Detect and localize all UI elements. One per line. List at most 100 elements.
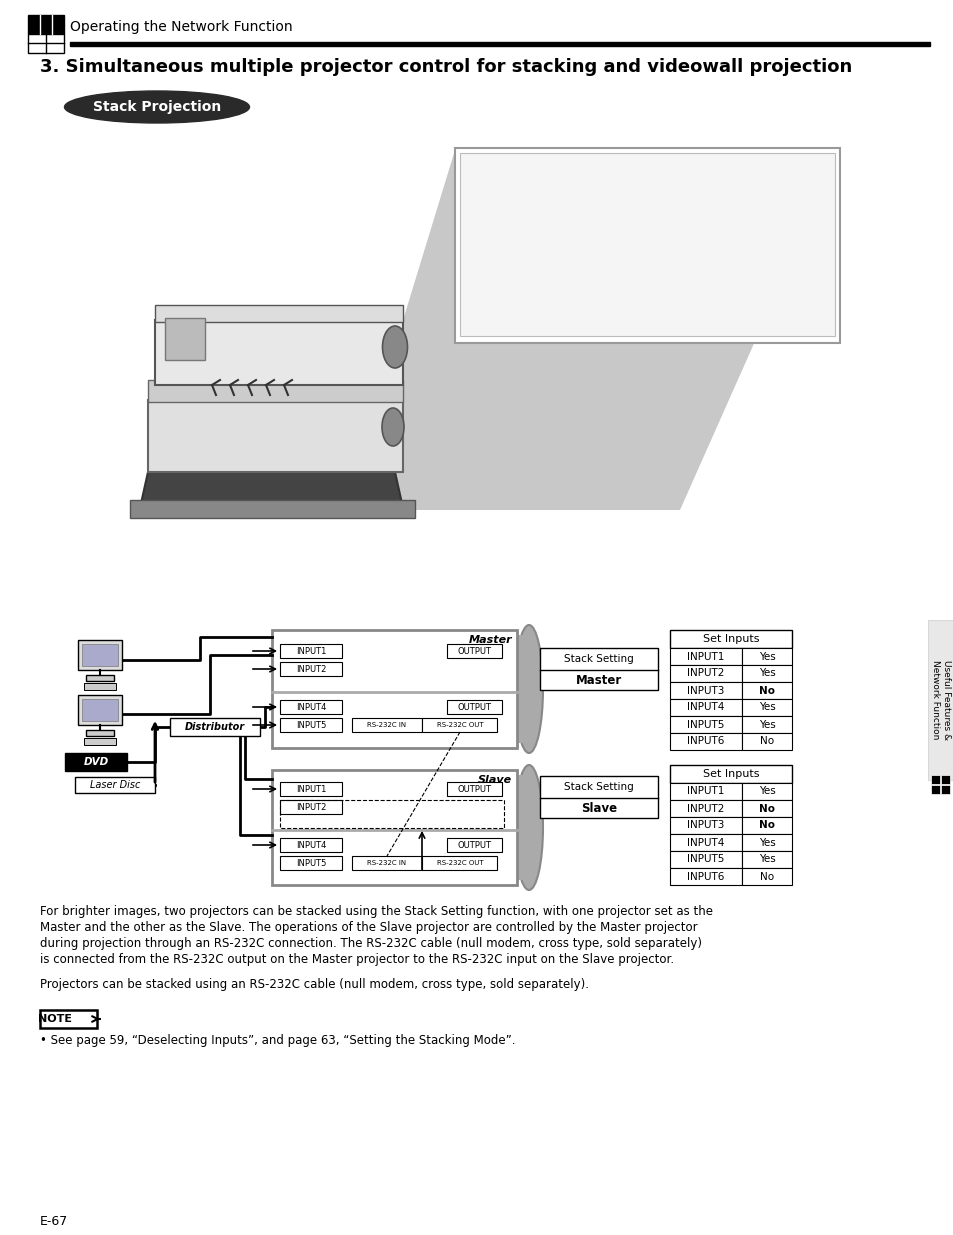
Ellipse shape xyxy=(381,408,403,446)
Bar xyxy=(148,400,402,472)
Text: Set Inputs: Set Inputs xyxy=(702,769,759,779)
Text: Stack Setting: Stack Setting xyxy=(563,655,633,664)
Bar xyxy=(669,648,741,664)
Text: No: No xyxy=(760,872,773,882)
Bar xyxy=(669,783,741,800)
Bar xyxy=(86,676,113,680)
Text: INPUT2: INPUT2 xyxy=(686,668,724,678)
Bar xyxy=(669,851,741,868)
Bar xyxy=(940,785,949,794)
Text: INPUT4: INPUT4 xyxy=(295,703,326,711)
Text: Stack Setting: Stack Setting xyxy=(563,782,633,792)
Text: Master: Master xyxy=(576,673,621,687)
Bar xyxy=(84,683,116,690)
Bar xyxy=(741,699,791,716)
Bar xyxy=(78,695,122,725)
Ellipse shape xyxy=(515,625,542,753)
Bar xyxy=(930,785,939,794)
Text: INPUT6: INPUT6 xyxy=(686,736,724,746)
Text: Operating the Network Function: Operating the Network Function xyxy=(70,20,293,35)
Text: Yes: Yes xyxy=(758,720,775,730)
Bar xyxy=(741,734,791,750)
Bar xyxy=(741,818,791,834)
Text: Yes: Yes xyxy=(758,837,775,847)
Text: INPUT4: INPUT4 xyxy=(686,703,724,713)
Bar xyxy=(741,682,791,699)
Bar xyxy=(940,776,949,784)
Bar xyxy=(741,716,791,734)
Bar xyxy=(421,718,497,732)
Bar xyxy=(421,856,497,869)
Bar xyxy=(669,664,741,682)
Bar xyxy=(280,839,341,852)
Text: INPUT3: INPUT3 xyxy=(686,820,724,830)
Bar xyxy=(280,643,341,658)
Bar xyxy=(82,643,118,666)
Ellipse shape xyxy=(515,764,542,890)
Text: Yes: Yes xyxy=(758,668,775,678)
Bar xyxy=(669,734,741,750)
Bar xyxy=(280,856,341,869)
Text: Slave: Slave xyxy=(580,802,617,815)
Bar xyxy=(741,783,791,800)
Bar xyxy=(28,35,64,53)
Text: RS-232C OUT: RS-232C OUT xyxy=(436,860,483,866)
Text: INPUT5: INPUT5 xyxy=(295,720,326,730)
Text: No: No xyxy=(760,736,773,746)
Text: is connected from the RS-232C output on the Master projector to the RS-232C inpu: is connected from the RS-232C output on … xyxy=(40,953,674,966)
Text: OUTPUT: OUTPUT xyxy=(457,841,492,850)
Bar xyxy=(28,15,64,35)
Text: INPUT4: INPUT4 xyxy=(295,841,326,850)
Text: No: No xyxy=(759,685,774,695)
Bar xyxy=(741,834,791,851)
Bar xyxy=(930,776,939,784)
Bar xyxy=(148,380,402,403)
Bar xyxy=(70,42,929,46)
Text: INPUT1: INPUT1 xyxy=(686,787,724,797)
Bar xyxy=(154,320,402,385)
Bar xyxy=(280,782,341,797)
Text: NOTE: NOTE xyxy=(38,1014,71,1024)
Text: Distributor: Distributor xyxy=(185,722,245,732)
Bar xyxy=(459,153,834,336)
Text: Master: Master xyxy=(468,635,512,645)
Polygon shape xyxy=(345,149,840,510)
Text: Master and the other as the Slave. The operations of the Slave projector are con: Master and the other as the Slave. The o… xyxy=(40,921,697,934)
Bar xyxy=(741,868,791,885)
Bar xyxy=(78,640,122,671)
Bar xyxy=(669,630,791,648)
Text: INPUT5: INPUT5 xyxy=(295,858,326,867)
Bar xyxy=(669,682,741,699)
Bar xyxy=(539,776,658,818)
Text: No: No xyxy=(759,804,774,814)
Text: INPUT2: INPUT2 xyxy=(686,804,724,814)
Text: Yes: Yes xyxy=(758,652,775,662)
Text: 3. Simultaneous multiple projector control for stacking and videowall projection: 3. Simultaneous multiple projector contr… xyxy=(40,58,851,77)
Text: INPUT6: INPUT6 xyxy=(686,872,724,882)
Text: Useful Features &
Network Function: Useful Features & Network Function xyxy=(930,659,950,740)
Text: E-67: E-67 xyxy=(40,1215,69,1228)
Bar xyxy=(130,500,415,517)
Text: DVD: DVD xyxy=(83,757,109,767)
Ellipse shape xyxy=(382,326,407,368)
Bar xyxy=(75,777,154,793)
Text: INPUT2: INPUT2 xyxy=(295,803,326,811)
Bar xyxy=(272,630,517,748)
Bar xyxy=(165,317,205,359)
Bar xyxy=(280,662,341,676)
Text: INPUT4: INPUT4 xyxy=(686,837,724,847)
Bar xyxy=(741,648,791,664)
Bar xyxy=(40,1010,97,1028)
Bar xyxy=(447,782,501,797)
Text: No: No xyxy=(759,820,774,830)
Bar xyxy=(741,664,791,682)
Text: INPUT1: INPUT1 xyxy=(295,784,326,794)
Bar xyxy=(65,753,127,771)
Bar xyxy=(517,635,532,743)
Text: Stack Projection: Stack Projection xyxy=(92,100,221,114)
Bar xyxy=(154,305,402,322)
Bar xyxy=(84,739,116,745)
Text: INPUT1: INPUT1 xyxy=(295,646,326,656)
Text: INPUT5: INPUT5 xyxy=(686,855,724,864)
Bar xyxy=(86,730,113,736)
